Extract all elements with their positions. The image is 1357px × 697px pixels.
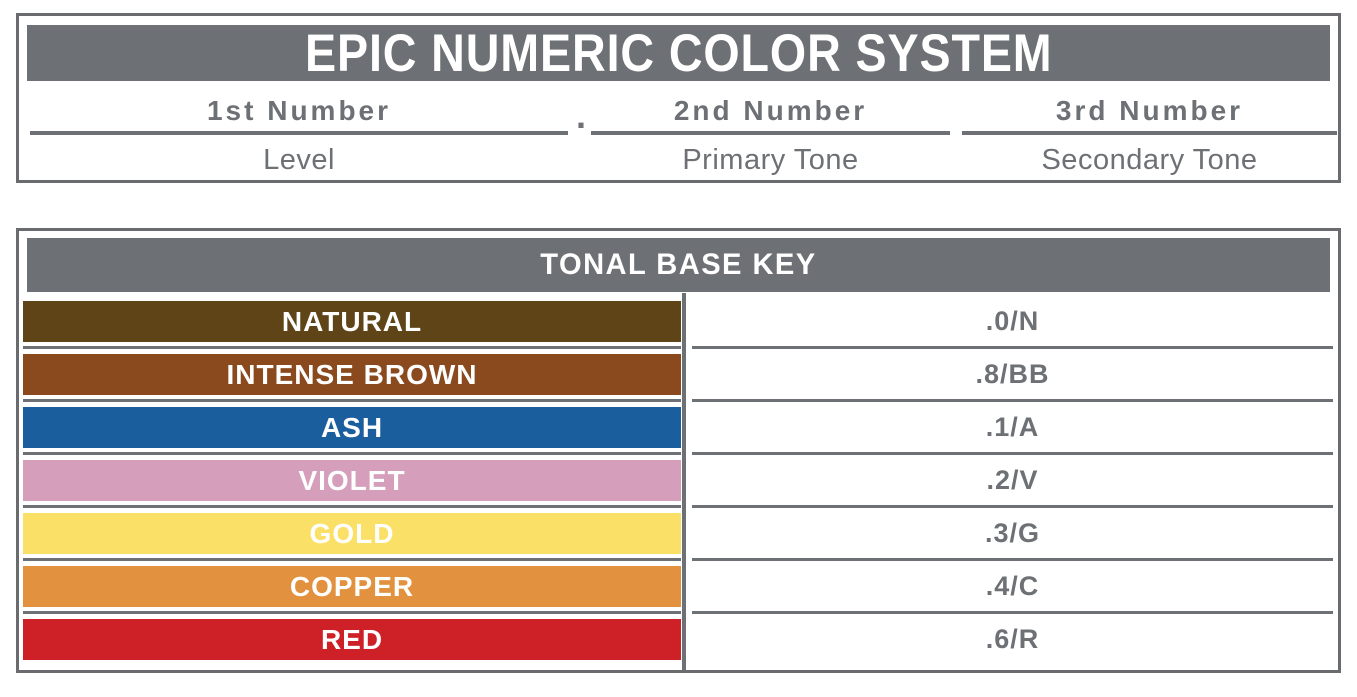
table-row-intense-brown: INTENSE BROWN .8/BB — [23, 354, 1333, 407]
column-third-number: 3rd Number Secondary Tone — [962, 94, 1337, 177]
tone-code: .6/R — [985, 624, 1040, 654]
tone-code: .3/G — [984, 518, 1041, 548]
tone-code: .8/BB — [975, 359, 1050, 389]
table-row-violet: VIOLET .2/V — [23, 460, 1333, 513]
first-number-underline — [30, 131, 568, 135]
column-divider-line — [682, 293, 686, 670]
tone-name: INTENSE BROWN — [226, 358, 478, 390]
tonal-base-key-panel: TONAL BASE KEY NATURAL .0/N INTENSE BROW… — [16, 228, 1341, 673]
color-swatch-intense-brown: INTENSE BROWN — [23, 354, 681, 395]
first-number-meaning: Level — [263, 144, 335, 176]
color-swatch-gold: GOLD — [23, 513, 681, 554]
second-number-underline — [591, 131, 950, 135]
table-row-copper: COPPER .4/C — [23, 566, 1333, 619]
column-first-number: 1st Number Level — [30, 94, 568, 177]
tonal-base-key-header: TONAL BASE KEY — [27, 238, 1330, 292]
second-number-label: 2nd Number — [673, 95, 868, 126]
tone-code: .0/N — [985, 306, 1040, 336]
third-number-meaning: Secondary Tone — [1041, 144, 1258, 176]
tone-code: .2/V — [986, 465, 1039, 495]
decimal-point: . — [575, 95, 586, 136]
tone-code: .1/A — [985, 412, 1040, 442]
first-number-label: 1st Number — [206, 95, 392, 126]
tone-name: RED — [320, 623, 384, 655]
page-title: EPIC NUMERIC COLOR SYSTEM — [304, 25, 1053, 81]
table-row-red: RED .6/R — [23, 619, 1333, 672]
color-swatch-copper: COPPER — [23, 566, 681, 607]
third-number-label: 3rd Number — [1055, 95, 1244, 126]
color-swatch-natural: NATURAL — [23, 301, 681, 342]
numeric-system-header: EPIC NUMERIC COLOR SYSTEM — [27, 25, 1330, 81]
third-number-underline — [962, 131, 1337, 135]
tone-name: COPPER — [289, 570, 415, 602]
tone-name: VIOLET — [298, 464, 406, 496]
tonal-base-key-title: TONAL BASE KEY — [540, 248, 817, 281]
tonal-base-key-rows: NATURAL .0/N INTENSE BROWN .8/BB ASH .1/… — [23, 293, 1333, 672]
table-row-natural: NATURAL .0/N — [23, 301, 1333, 354]
tone-code: .4/C — [985, 571, 1040, 601]
numeric-system-panel: EPIC NUMERIC COLOR SYSTEM 1st Number Lev… — [16, 13, 1341, 183]
tone-name: NATURAL — [281, 305, 423, 337]
tone-name: ASH — [320, 411, 384, 443]
column-second-number: 2nd Number Primary Tone — [591, 94, 950, 177]
table-row-gold: GOLD .3/G — [23, 513, 1333, 566]
color-swatch-ash: ASH — [23, 407, 681, 448]
color-swatch-violet: VIOLET — [23, 460, 681, 501]
table-row-ash: ASH .1/A — [23, 407, 1333, 460]
second-number-meaning: Primary Tone — [682, 144, 859, 176]
color-swatch-red: RED — [23, 619, 681, 660]
tone-name: GOLD — [309, 517, 395, 549]
